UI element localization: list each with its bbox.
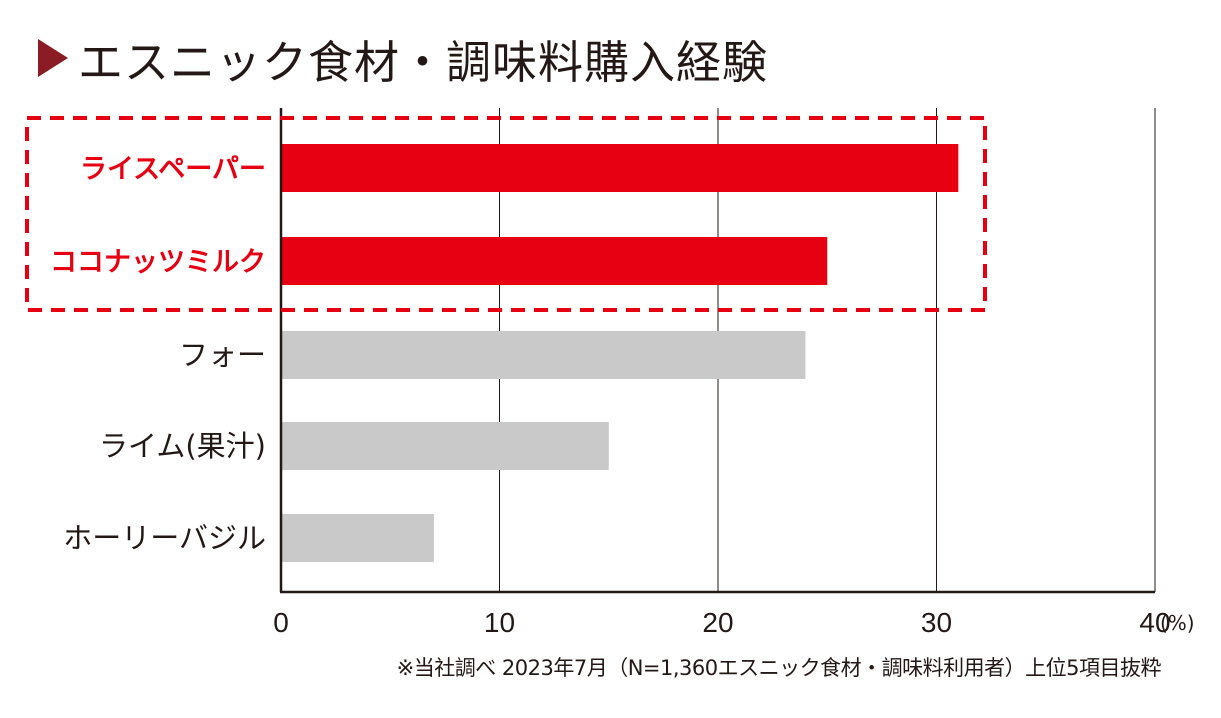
bar-4 <box>281 422 609 470</box>
chart-title-row: エスニック食材・調味料購入経験 <box>38 28 769 89</box>
bar-3 <box>281 331 806 379</box>
bar-5 <box>281 514 434 562</box>
x-tick-label-20: 20 <box>702 607 733 638</box>
x-tick-label-40: 40 <box>1139 607 1170 638</box>
category-label-2: ココナッツミルク <box>50 247 266 278</box>
x-tick-label-10: 10 <box>484 607 515 638</box>
category-label-5: ホーリーバジル <box>63 521 266 555</box>
title-triangle-icon <box>38 39 68 77</box>
bar-2 <box>281 237 828 285</box>
x-unit-label: (%) <box>1160 611 1195 635</box>
x-tick-label-0: 0 <box>273 607 289 638</box>
category-label-3: フォー <box>179 338 266 372</box>
chart-footnote: ※当社調べ 2023年7月（N=1,360エスニック食材・調味料利用者）上位5項… <box>396 656 1162 680</box>
bar-1 <box>281 144 959 192</box>
chart-title: エスニック食材・調味料購入経験 <box>78 35 769 89</box>
category-label-4: ライム(果汁) <box>99 429 266 463</box>
category-label-1: ライスペーパー <box>80 154 266 185</box>
x-tick-label-30: 30 <box>921 607 952 638</box>
